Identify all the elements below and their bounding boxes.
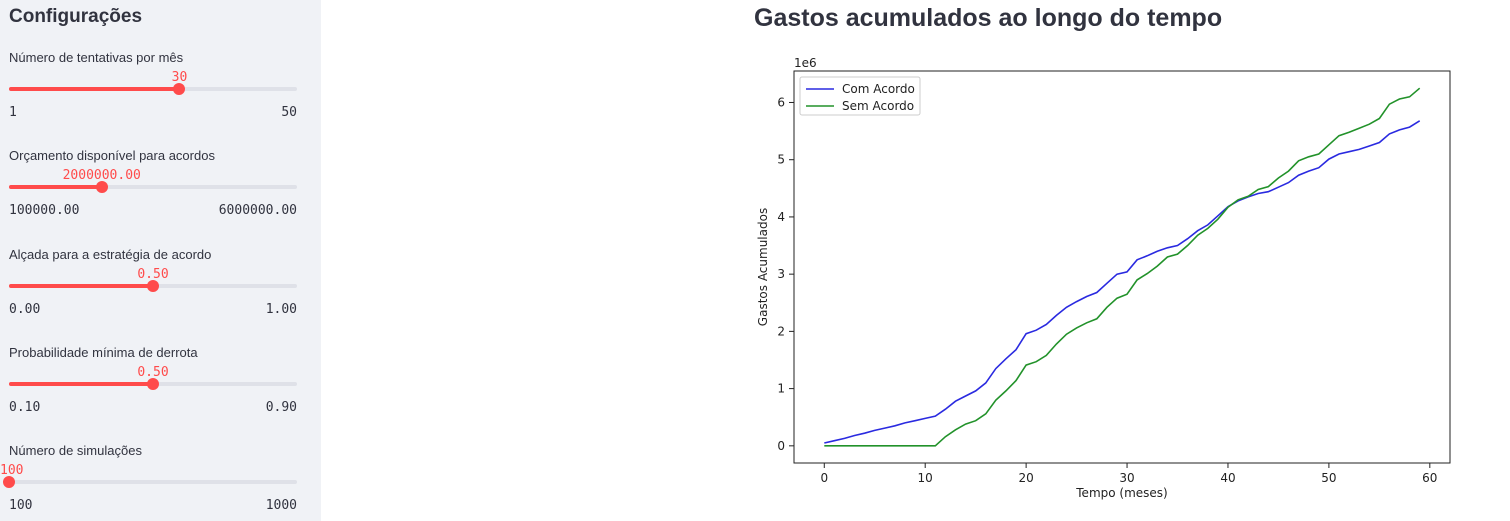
legend-label-0: Com Acordo [842,82,915,96]
slider-tentativas-por-mes: Número de tentativas por mês 30 1 50 [9,50,297,130]
slider-max-label: 50 [281,105,297,120]
y-tick-label: 6 [777,95,785,109]
x-tick-label: 40 [1220,471,1235,485]
slider-thumb[interactable] [95,181,108,193]
y-tick-label: 5 [777,153,785,167]
slider-alcada-acordo: Alçada para a estratégia de acordo 0.50 … [9,247,297,327]
y-tick-label: 0 [777,439,785,453]
slider-label: Alçada para a estratégia de acordo [9,247,212,262]
line-chart: 0 10 20 30 40 50 60 0 1 2 3 4 5 6 1e6 Tempo (meses) Gast… [756,56,1451,500]
y-tick-label: 2 [777,324,785,338]
x-tick-label: 50 [1321,471,1336,485]
slider-min-label: 1 [9,105,17,120]
slider-value: 0.50 [137,365,169,380]
slider-value: 30 [171,70,188,85]
x-tick-label: 20 [1018,471,1033,485]
x-tick-label: 10 [918,471,933,485]
slider-min-label: 100000.00 [9,203,80,218]
slider-min-label: 100 [9,498,33,513]
slider-max-label: 1000 [265,498,297,513]
slider-numero-simulacoes: Número de simulações 100 100 1000 [0,443,297,521]
x-tick-label: 60 [1422,471,1437,485]
x-tick-label: 30 [1119,471,1134,485]
y-tick-label: 4 [777,210,785,224]
x-axis-label: Tempo (meses) [1075,486,1167,500]
slider-thumb[interactable] [173,83,186,95]
slider-track[interactable] [9,87,297,91]
slider-min-label: 0.00 [9,302,41,317]
slider-value: 0.50 [137,267,169,282]
page-title: Gastos acumulados ao longo do tempo [754,4,1223,32]
slider-probabilidade-derrota: Probabilidade mínima de derrota 0.50 0.1… [9,345,297,425]
slider-label: Número de tentativas por mês [9,50,184,65]
slider-label: Probabilidade mínima de derrota [9,345,198,360]
slider-thumb[interactable] [3,476,15,488]
legend-label-1: Sem Acordo [842,99,914,113]
slider-label: Número de simulações [9,443,142,458]
slider-fill [9,185,102,189]
y-offset-label: 1e6 [794,56,817,70]
slider-max-label: 6000000.00 [218,203,297,218]
y-axis-label: Gastos Acumulados [756,208,770,326]
slider-fill [9,382,153,386]
slider-value: 2000000.00 [62,168,141,183]
slider-thumb[interactable] [147,280,159,292]
series-line-1 [824,87,1421,447]
slider-thumb[interactable] [147,378,159,390]
y-tick-label: 1 [777,382,785,396]
slider-fill [9,284,153,288]
series-line-0 [824,120,1421,444]
plot-frame [793,70,1451,464]
slider-track[interactable] [9,185,297,189]
slider-min-label: 0.10 [9,400,41,415]
slider-value: 100 [0,463,24,478]
sidebar-title: Configurações [9,6,143,27]
slider-track[interactable] [9,480,297,484]
sidebar: Configurações Número de tentativas por m… [0,0,321,521]
x-tick-label: 0 [820,471,828,485]
y-tick-label: 3 [777,267,785,281]
slider-fill [9,87,180,91]
slider-max-label: 0.90 [265,400,297,415]
slider-orcamento-acordos: Orçamento disponível para acordos 200000… [9,148,297,228]
slider-label: Orçamento disponível para acordos [9,148,215,163]
slider-max-label: 1.00 [265,302,297,317]
